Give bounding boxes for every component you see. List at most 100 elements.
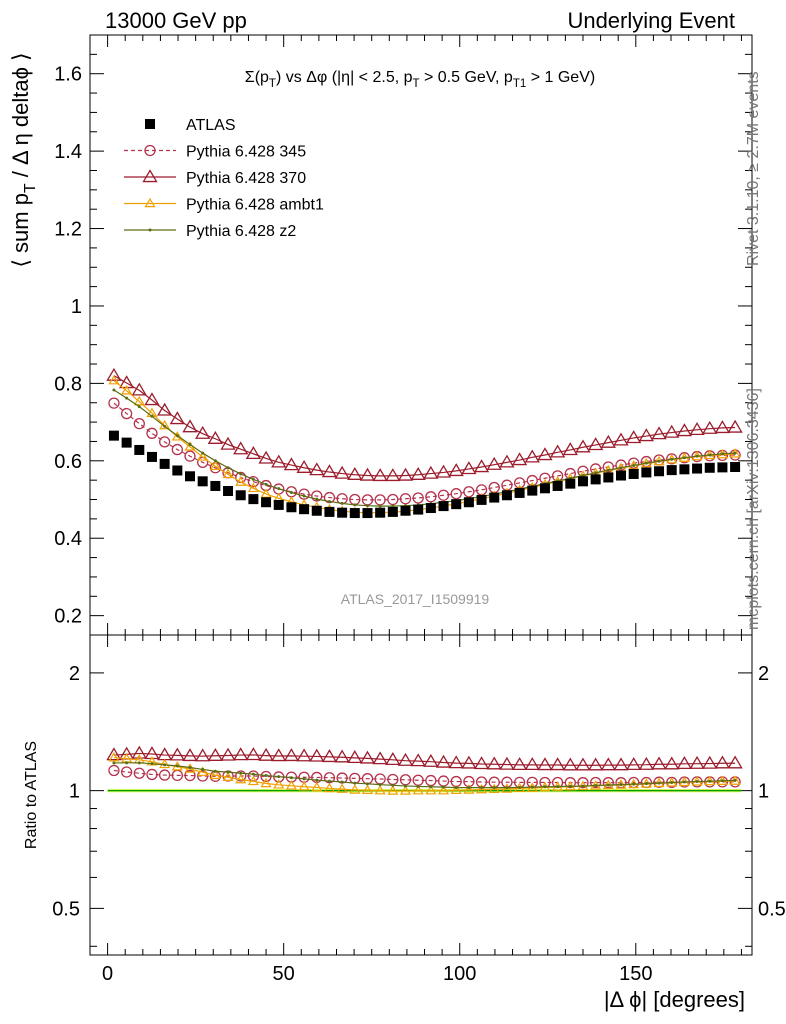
main-point-z2 <box>657 459 661 463</box>
main-point-p370 <box>195 425 211 439</box>
ratio-point-z2 <box>416 784 420 788</box>
ratio-point-z2 <box>657 781 661 785</box>
legend-label-atlas: ATLAS <box>186 117 236 134</box>
main-point-ambt1 <box>121 385 133 395</box>
header-right: Underlying Event <box>567 8 735 33</box>
ratio-point-p370 <box>537 757 553 771</box>
main-point-z2 <box>239 472 243 476</box>
main-point-p345 <box>501 479 513 491</box>
ratio-point-z2 <box>556 785 560 789</box>
main-point-ambt1 <box>260 488 272 498</box>
ratio-point-p345 <box>323 772 336 784</box>
analysis-id-label: ATLAS_2017_I1509919 <box>341 591 490 607</box>
main-point-atlas <box>159 458 170 469</box>
main-point-atlas <box>463 497 474 508</box>
main-point-p370 <box>600 434 616 448</box>
ratio-y-tick-label: 1 <box>69 781 80 803</box>
main-point-p370 <box>410 466 426 480</box>
ratio-point-ambt1 <box>197 766 209 776</box>
main-point-atlas <box>286 502 297 513</box>
ratio-series-p345 <box>108 764 741 789</box>
main-point-p370 <box>106 367 122 381</box>
ratio-point-p370 <box>207 747 223 761</box>
main-point-p370 <box>182 419 198 433</box>
main-point-p370 <box>347 466 363 480</box>
ratio-series-z2 <box>112 761 737 790</box>
ratio-point-z2 <box>670 781 674 785</box>
ratio-point-ambt1 <box>323 782 335 793</box>
main-point-atlas <box>413 504 424 515</box>
legend-label-z2: Pythia 6.428 z2 <box>186 223 296 240</box>
main-series-z2 <box>112 388 737 508</box>
main-point-atlas <box>387 506 398 517</box>
legend-marker-z2 <box>148 228 152 232</box>
ratio-point-p370 <box>131 745 147 759</box>
x-axis-label: |Δ ϕ| [degrees] <box>604 987 745 1012</box>
ratio-point-p370 <box>233 747 249 761</box>
main-point-atlas <box>210 480 221 491</box>
ratio-y-tick-label: 2 <box>69 663 80 685</box>
ratio-point-z2 <box>505 786 509 790</box>
main-point-z2 <box>289 491 293 495</box>
main-point-atlas <box>261 497 272 508</box>
ratio-point-z2 <box>125 761 129 765</box>
ratio-point-z2 <box>404 784 408 788</box>
main-point-p370 <box>321 464 338 478</box>
ratio-point-z2 <box>163 763 167 767</box>
main-point-z2 <box>327 499 331 503</box>
ratio-point-p370 <box>448 755 464 769</box>
ratio-point-z2 <box>492 786 496 790</box>
mcplots-source-label: mcplots.cern.ch [arXiv:1306.3436] <box>745 388 762 630</box>
main-point-p370 <box>473 459 490 473</box>
main-point-z2 <box>137 405 141 409</box>
ratio-point-z2 <box>201 767 205 771</box>
main-point-p370 <box>245 446 262 460</box>
main-point-atlas <box>375 507 386 518</box>
ratio-point-ambt1 <box>247 775 259 786</box>
ratio-point-p370 <box>372 751 388 765</box>
ratio-point-ambt1 <box>311 781 323 792</box>
ratio-y-tick-label-right: 2 <box>758 663 769 685</box>
ratio-point-z2 <box>137 761 141 765</box>
main-point-p370 <box>296 459 312 473</box>
ratio-line-z2 <box>113 762 736 789</box>
ratio-point-z2 <box>226 770 230 774</box>
main-point-z2 <box>150 414 154 418</box>
ratio-point-p370 <box>169 747 185 761</box>
main-point-atlas <box>248 494 259 505</box>
main-point-z2 <box>226 466 230 470</box>
main-point-p370 <box>664 424 680 438</box>
main-point-p345 <box>412 492 424 504</box>
main-point-atlas <box>489 492 500 503</box>
y-tick-label: 1.6 <box>54 64 82 86</box>
main-point-p370 <box>359 467 376 481</box>
ratio-point-p370 <box>397 752 414 766</box>
main-point-z2 <box>733 451 737 455</box>
ratio-point-z2 <box>733 778 737 782</box>
main-point-atlas <box>273 499 284 510</box>
ratio-point-z2 <box>365 782 369 786</box>
main-point-p370 <box>588 437 604 451</box>
ratio-point-p370 <box>727 755 743 769</box>
main-point-atlas <box>400 505 411 516</box>
legend-entry-atlas: ATLAS <box>145 117 236 134</box>
legend-label-p370: Pythia 6.428 370 <box>186 170 306 187</box>
header-left: 13000 GeV pp <box>105 8 247 33</box>
main-point-atlas <box>223 486 234 496</box>
main-series-p370 <box>106 367 743 482</box>
ratio-point-z2 <box>594 783 598 787</box>
legend-entry-p370: Pythia 6.428 370 <box>124 169 306 187</box>
main-point-p370 <box>461 461 477 475</box>
ratio-point-p370 <box>296 748 312 762</box>
text-span: > 1 GeV) <box>526 69 595 86</box>
main-point-atlas <box>324 506 335 517</box>
main-point-p370 <box>435 464 452 478</box>
main-point-ambt1 <box>247 482 259 493</box>
main-point-atlas <box>527 485 538 496</box>
main-point-atlas <box>299 504 310 515</box>
main-point-atlas <box>590 474 601 485</box>
main-point-p370 <box>549 444 566 458</box>
main-point-p370 <box>397 467 414 481</box>
legend-marker-p345 <box>144 144 156 157</box>
main-point-atlas <box>730 462 741 472</box>
